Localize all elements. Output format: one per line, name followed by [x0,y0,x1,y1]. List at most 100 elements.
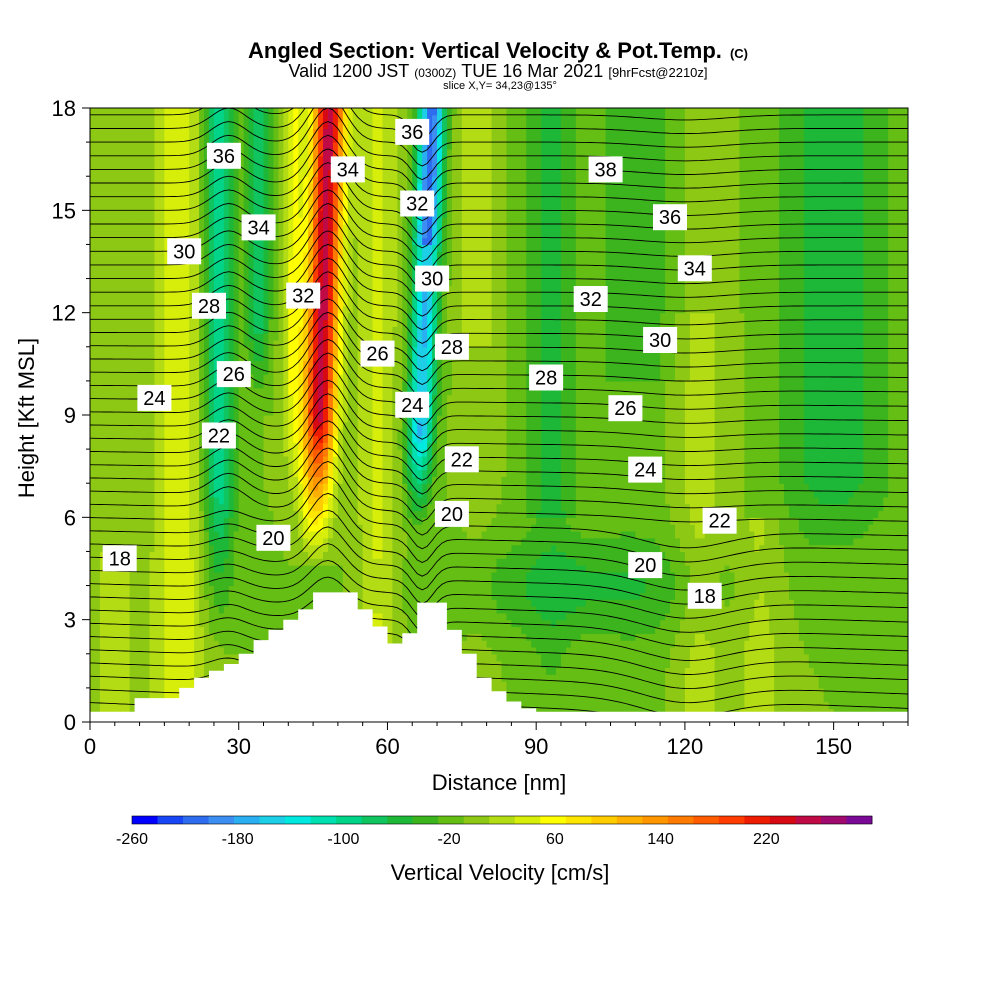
velocity-cell [204,558,210,566]
velocity-cell [318,551,324,559]
velocity-cell [204,326,210,334]
velocity-cell [298,176,304,184]
velocity-cell [342,483,349,491]
velocity-cell [144,217,151,225]
velocity-cell [90,551,96,559]
velocity-cell [362,578,369,587]
velocity-cell [119,585,126,593]
velocity-cell [119,258,126,266]
velocity-cell [258,483,265,491]
velocity-cell [99,394,106,402]
velocity-cell [104,606,111,614]
velocity-cell [174,408,180,416]
velocity-cell [199,162,205,170]
velocity-cell [268,285,275,293]
velocity-cell [288,333,294,341]
velocity-cell [90,339,96,348]
velocity-cell [149,455,156,464]
velocity-cell [179,660,185,669]
velocity-cell [114,517,121,525]
velocity-cell [189,626,195,634]
velocity-cell [208,244,215,252]
velocity-cell [352,551,359,559]
velocity-cell [204,653,210,662]
velocity-cell [164,237,170,246]
velocity-cell [273,442,279,450]
velocity-cell [332,490,339,498]
velocity-cell [139,469,146,477]
velocity-cell [288,585,294,593]
velocity-cell [159,415,165,423]
velocity-cell [288,305,294,314]
velocity-cell [337,258,344,266]
velocity-cell [248,571,255,580]
velocity-cell [184,530,190,539]
velocity-cell [298,108,304,116]
velocity-cell [228,415,235,423]
velocity-cell [184,571,190,580]
velocity-cell [308,510,314,518]
velocity-cell [124,169,131,177]
velocity-cell [238,299,245,307]
velocity-cell [139,462,146,471]
velocity-cell [189,401,195,409]
velocity-cell [228,626,235,634]
velocity-cell [327,428,334,437]
velocity-cell [129,237,136,246]
velocity-cell [288,244,294,252]
velocity-cell [337,203,344,211]
velocity-cell [194,449,200,457]
velocity-cell [323,537,329,546]
velocity-cell [94,578,101,587]
velocity-cell [357,483,364,491]
velocity-cell [208,271,215,280]
velocity-cell [308,476,314,484]
velocity-cell [124,367,131,375]
velocity-cell [273,299,279,307]
velocity-cell [208,476,215,484]
velocity-cell [253,374,260,382]
velocity-cell [149,476,156,484]
velocity-cell [204,483,210,491]
velocity-cell [139,599,146,607]
velocity-cell [238,496,245,505]
velocity-cell [109,183,116,191]
velocity-cell [99,449,106,457]
velocity-cell [253,339,260,348]
velocity-cell [114,442,121,450]
velocity-cell [94,524,101,532]
velocity-cell [357,435,364,443]
velocity-cell [179,524,185,532]
velocity-cell [337,510,344,518]
velocity-cell [313,121,319,130]
velocity-cell [204,490,210,498]
velocity-cell [323,346,329,355]
velocity-cell [223,333,230,341]
velocity-cell [208,544,215,553]
velocity-cell [159,681,165,689]
velocity-cell [258,333,265,341]
velocity-cell [327,285,334,293]
velocity-cell [238,230,245,239]
velocity-cell [288,128,294,136]
velocity-cell [248,462,255,471]
velocity-cell [218,121,225,130]
velocity-cell [99,162,106,170]
velocity-cell [233,114,240,123]
velocity-cell [90,203,96,211]
velocity-cell [154,490,161,498]
velocity-cell [149,114,156,123]
velocity-cell [228,646,235,655]
velocity-cell [228,619,235,628]
velocity-cell [184,565,190,573]
velocity-cell [233,592,240,600]
velocity-cell [90,442,96,450]
velocity-cell [99,701,106,709]
velocity-cell [308,319,314,327]
velocity-cell [288,326,294,334]
velocity-cell [174,578,180,587]
velocity-cell [268,148,275,157]
velocity-cell [149,367,156,375]
velocity-cell [273,421,279,430]
velocity-cell [327,462,334,471]
